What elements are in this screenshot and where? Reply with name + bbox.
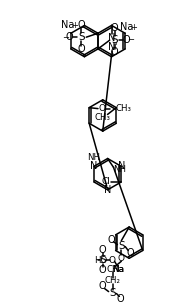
Text: S: S xyxy=(109,288,116,298)
Text: HO: HO xyxy=(94,256,107,265)
Text: N: N xyxy=(90,161,98,171)
Text: N: N xyxy=(108,33,115,43)
Text: CH: CH xyxy=(106,264,119,274)
Text: S: S xyxy=(99,255,106,265)
Text: O: O xyxy=(98,104,105,113)
Text: S: S xyxy=(78,32,85,42)
Text: O: O xyxy=(78,20,85,30)
Text: NH: NH xyxy=(113,165,126,174)
Text: Na: Na xyxy=(112,264,124,274)
Text: Na: Na xyxy=(112,264,124,274)
Text: O: O xyxy=(116,294,124,304)
Text: Na: Na xyxy=(61,20,74,30)
Text: N: N xyxy=(118,161,125,171)
Text: NH: NH xyxy=(87,153,100,162)
Text: −: − xyxy=(62,33,69,42)
Text: O: O xyxy=(99,281,106,291)
Text: +: + xyxy=(130,23,137,32)
Text: +: + xyxy=(71,21,78,30)
Text: O: O xyxy=(111,47,118,57)
Text: O: O xyxy=(78,44,85,54)
Text: O: O xyxy=(126,248,134,258)
Text: N: N xyxy=(104,185,111,195)
Text: −: − xyxy=(127,36,134,45)
Text: N: N xyxy=(108,42,115,52)
Text: O: O xyxy=(99,246,106,255)
Text: CH₂: CH₂ xyxy=(104,276,120,285)
Text: Na: Na xyxy=(120,22,133,33)
Text: O: O xyxy=(118,254,125,263)
Text: O: O xyxy=(108,235,115,245)
Text: ': ' xyxy=(114,41,117,51)
Text: S: S xyxy=(118,240,125,250)
Text: CH₃: CH₃ xyxy=(95,113,111,122)
Text: Cl: Cl xyxy=(101,178,110,186)
Text: O: O xyxy=(99,265,106,275)
Text: O: O xyxy=(111,23,118,33)
Text: O: O xyxy=(66,32,73,42)
Text: CH₃: CH₃ xyxy=(116,104,132,113)
Text: O: O xyxy=(122,35,130,45)
Text: O: O xyxy=(108,256,115,265)
Text: S: S xyxy=(111,35,118,45)
